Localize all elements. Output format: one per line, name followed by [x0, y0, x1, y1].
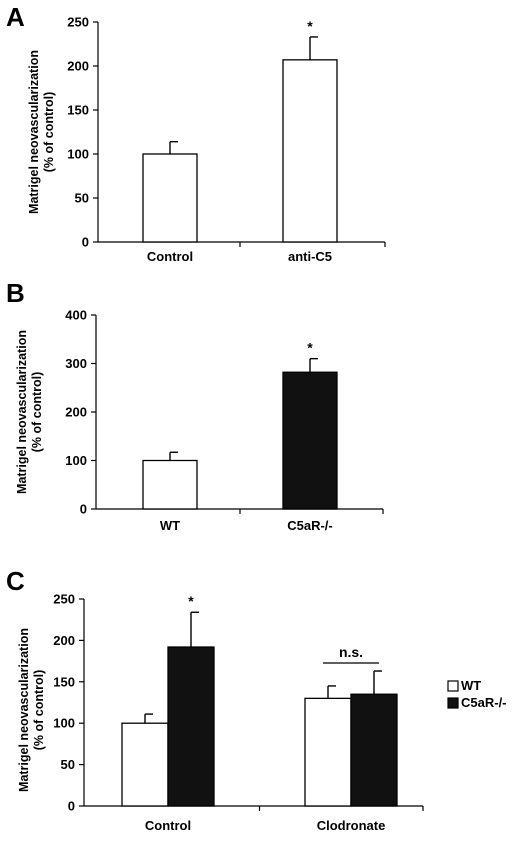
- panel-b-y-tick-label: 0: [80, 502, 87, 517]
- panel-c-category-label: Clodronate: [317, 818, 386, 833]
- panel-b-y-tick-label: 200: [65, 405, 87, 420]
- panel-c-plot: 0 50 100 150 200 250 Control Clodronate * n.s.: [53, 592, 424, 833]
- panel-a-category-label: Control: [147, 249, 193, 264]
- panel-b-bar: [142, 459, 198, 510]
- panel-a-significance-star: *: [307, 18, 313, 34]
- panel-c-bar: [304, 697, 352, 807]
- panel-b: B Matrigel neovascularization (% of cont…: [6, 278, 384, 533]
- panel-a-y-tick-label: 250: [67, 15, 89, 30]
- panel-c-bar: [167, 646, 215, 807]
- panel-b-category-label: WT: [160, 518, 180, 533]
- panel-b-ylabel-line1: Matrigel neovascularization: [15, 330, 29, 494]
- panel-a: A Matrigel neovascularization (% of cont…: [6, 2, 386, 264]
- panel-c-category-label: Control: [145, 818, 191, 833]
- panel-c-y-tick-label: 100: [53, 716, 75, 731]
- panel-c-legend: WT C5aR-/-: [447, 678, 507, 710]
- panel-a-bar: [282, 59, 338, 243]
- panel-c-y-tick-label: 50: [61, 757, 75, 772]
- legend-label: C5aR-/-: [461, 695, 507, 710]
- panel-c-y-tick-label: 0: [68, 799, 75, 814]
- panel-c-y-tick-label: 150: [53, 674, 75, 689]
- panel-b-y-tick-label: 400: [65, 308, 87, 323]
- legend-swatch: [447, 680, 459, 692]
- panel-b-y-tick-label: 300: [65, 356, 87, 371]
- panel-a-y-tick-label: 200: [67, 59, 89, 74]
- panel-a-y-tick-label: 100: [67, 147, 89, 162]
- panel-a-plot: 0 50 100 150 200 250 Control anti-C5 *: [67, 15, 386, 264]
- panel-a-ylabel-line1: Matrigel neovascularization: [27, 50, 41, 214]
- panel-b-y-tick-label: 100: [65, 453, 87, 468]
- panel-c-y-tick-label: 250: [53, 592, 75, 607]
- panel-a-bar: [142, 153, 198, 243]
- legend-label: WT: [461, 678, 481, 693]
- panel-c-ns-label: n.s.: [339, 644, 363, 660]
- panel-b-bar: [282, 371, 338, 510]
- panel-c-bar: [350, 693, 398, 807]
- panel-a-y-tick-label: 0: [82, 235, 89, 250]
- panel-c-bar: [121, 722, 169, 807]
- panel-b-category-label: C5aR-/-: [287, 518, 333, 533]
- panel-c-ylabel-line2: (% of control): [32, 670, 46, 751]
- panel-a-y-tick-label: 150: [67, 103, 89, 118]
- panel-b-significance-star: *: [307, 340, 313, 356]
- panel-c-significance-star: *: [188, 593, 194, 609]
- legend-swatch: [447, 697, 459, 709]
- panel-c-letter: C: [6, 566, 25, 596]
- panel-c: C Matrigel neovascularization (% of cont…: [6, 566, 507, 833]
- panel-a-ylabel-line2: (% of control): [42, 92, 56, 173]
- panel-c-ylabel-line1: Matrigel neovascularization: [17, 628, 31, 792]
- panel-b-ylabel-line2: (% of control): [30, 372, 44, 453]
- panel-a-y-tick-label: 50: [75, 191, 89, 206]
- panel-a-letter: A: [6, 2, 25, 32]
- panel-c-y-tick-label: 200: [53, 633, 75, 648]
- panel-b-letter: B: [6, 278, 25, 308]
- panel-b-plot: 0 100 200 300 400 WT C5aR-/- *: [65, 308, 384, 533]
- panel-a-category-label: anti-C5: [288, 249, 332, 264]
